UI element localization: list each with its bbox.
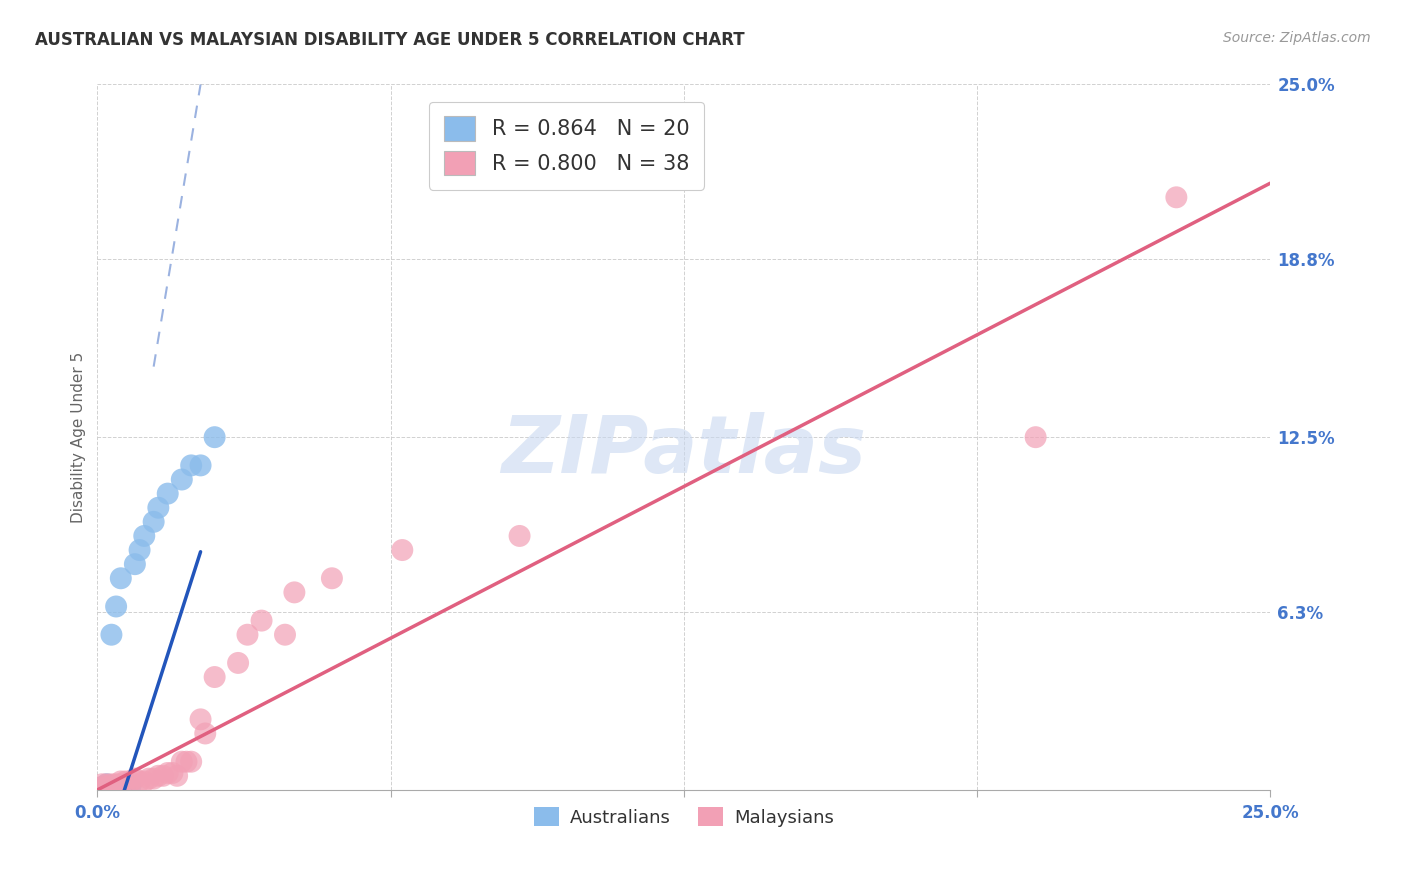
Text: Source: ZipAtlas.com: Source: ZipAtlas.com bbox=[1223, 31, 1371, 45]
Point bbox=[194, 726, 217, 740]
Point bbox=[162, 766, 184, 780]
Point bbox=[91, 777, 114, 791]
Point bbox=[120, 780, 142, 794]
Point bbox=[114, 774, 136, 789]
Point bbox=[110, 780, 132, 794]
Point bbox=[100, 780, 122, 794]
Point bbox=[138, 772, 160, 786]
Legend: Australians, Malaysians: Australians, Malaysians bbox=[526, 799, 841, 834]
Point bbox=[190, 458, 212, 473]
Point bbox=[391, 543, 413, 558]
Point bbox=[96, 777, 118, 791]
Point bbox=[509, 529, 531, 543]
Point bbox=[100, 777, 122, 791]
Point bbox=[134, 529, 156, 543]
Point bbox=[1166, 190, 1188, 204]
Point bbox=[110, 571, 132, 585]
Point bbox=[96, 780, 118, 794]
Point bbox=[170, 473, 193, 487]
Point bbox=[128, 774, 150, 789]
Point bbox=[105, 777, 128, 791]
Point bbox=[170, 755, 193, 769]
Y-axis label: Disability Age Under 5: Disability Age Under 5 bbox=[72, 351, 86, 523]
Point bbox=[96, 777, 118, 791]
Point bbox=[105, 599, 128, 614]
Point bbox=[176, 755, 198, 769]
Point bbox=[204, 670, 226, 684]
Point bbox=[204, 430, 226, 444]
Point bbox=[250, 614, 273, 628]
Point bbox=[114, 780, 136, 794]
Point bbox=[96, 780, 118, 794]
Point bbox=[1025, 430, 1047, 444]
Point bbox=[142, 772, 165, 786]
Point bbox=[166, 769, 188, 783]
Point bbox=[91, 780, 114, 794]
Point bbox=[124, 772, 146, 786]
Point bbox=[226, 656, 249, 670]
Point bbox=[100, 780, 122, 794]
Point bbox=[236, 628, 259, 642]
Point bbox=[156, 486, 179, 500]
Text: ZIPatlas: ZIPatlas bbox=[502, 412, 866, 491]
Point bbox=[156, 766, 179, 780]
Point bbox=[105, 780, 128, 794]
Point bbox=[180, 755, 202, 769]
Point bbox=[148, 500, 170, 515]
Point bbox=[110, 777, 132, 791]
Point bbox=[128, 543, 150, 558]
Point bbox=[274, 628, 297, 642]
Point bbox=[148, 769, 170, 783]
Point bbox=[321, 571, 343, 585]
Point bbox=[100, 628, 122, 642]
Point bbox=[152, 769, 174, 783]
Point bbox=[283, 585, 305, 599]
Point bbox=[142, 515, 165, 529]
Point bbox=[190, 712, 212, 726]
Point bbox=[91, 780, 114, 794]
Point bbox=[124, 557, 146, 571]
Point bbox=[120, 774, 142, 789]
Point bbox=[180, 458, 202, 473]
Text: AUSTRALIAN VS MALAYSIAN DISABILITY AGE UNDER 5 CORRELATION CHART: AUSTRALIAN VS MALAYSIAN DISABILITY AGE U… bbox=[35, 31, 745, 49]
Point bbox=[134, 774, 156, 789]
Point bbox=[110, 774, 132, 789]
